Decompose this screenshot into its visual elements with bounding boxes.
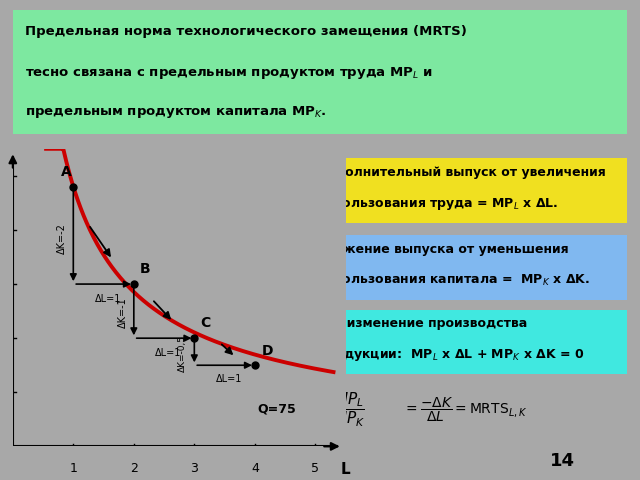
Text: 3: 3 [190,462,198,475]
Text: ΔL=1: ΔL=1 [155,348,181,358]
Text: ΔL=1: ΔL=1 [216,374,242,384]
Text: использования капитала =  MP$_K$ х ΔK.: использования капитала = MP$_K$ х ΔK. [317,273,590,288]
Text: $\dfrac{MP_L}{MP_K}$: $\dfrac{MP_L}{MP_K}$ [333,390,365,429]
Text: ΔK=-2: ΔK=-2 [57,223,67,253]
Text: ΔK=-0,5: ΔK=-0,5 [178,335,187,372]
Text: продукции:  MP$_L$ х ΔL + MP$_K$ х ΔK = 0: продукции: MP$_L$ х ΔL + MP$_K$ х ΔK = 0 [317,347,584,363]
Text: 1: 1 [69,462,77,475]
Text: Снижение выпуска от уменьшения: Снижение выпуска от уменьшения [317,243,568,256]
Text: Q=75: Q=75 [258,403,296,416]
Text: тесно связана с предельным продуктом труда MP$_L$ и: тесно связана с предельным продуктом тру… [25,64,433,81]
Text: использования труда = MP$_L$ х ΔL.: использования труда = MP$_L$ х ΔL. [317,196,558,212]
Text: $= \dfrac{-\Delta K}{\Delta L} = \mathrm{MRTS}_{L,K}$: $= \dfrac{-\Delta K}{\Delta L} = \mathrm… [403,395,528,424]
Text: 5: 5 [311,462,319,475]
Text: B: B [140,262,150,276]
Text: L: L [340,462,351,477]
Text: A: A [61,165,72,179]
Text: ΔL=1: ΔL=1 [95,294,121,304]
Text: C: C [200,316,211,330]
Text: D: D [262,345,273,359]
Text: Предельная норма технологического замещения (MRTS): Предельная норма технологического замеще… [25,24,467,37]
Text: ΔK=-1: ΔK=-1 [118,297,127,327]
Text: т.о. изменение производства: т.о. изменение производства [317,317,527,330]
Text: предельным продуктом капитала MP$_K$.: предельным продуктом капитала MP$_K$. [25,105,327,120]
Text: 2: 2 [130,462,138,475]
Text: Дополнительный выпуск от увеличения: Дополнительный выпуск от увеличения [317,166,605,179]
Text: 14: 14 [550,452,575,469]
Text: 4: 4 [251,462,259,475]
